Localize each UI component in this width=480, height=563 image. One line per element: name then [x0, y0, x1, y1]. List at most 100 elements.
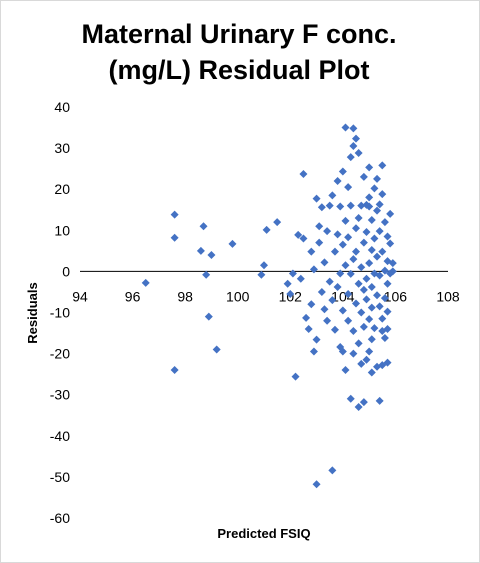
y-tick-label: -40 [50, 428, 70, 444]
data-point-marker [328, 466, 337, 475]
data-point-marker [141, 278, 150, 287]
data-point-marker [375, 396, 384, 405]
data-point-marker [170, 233, 179, 242]
data-point-marker [380, 218, 389, 227]
data-point-marker [344, 233, 353, 242]
data-point-marker [380, 294, 389, 303]
data-point-marker [380, 266, 389, 275]
data-point-marker [333, 283, 342, 292]
y-tick-label: 30 [54, 140, 70, 156]
data-point-marker [212, 345, 221, 354]
data-point-marker [367, 283, 376, 292]
data-point-marker [199, 222, 208, 231]
data-point-marker [320, 305, 329, 314]
data-point-marker [325, 201, 334, 210]
x-tick-label: 100 [226, 288, 250, 304]
data-points [141, 123, 397, 489]
data-point-marker [336, 269, 345, 278]
x-tick-label: 106 [384, 288, 408, 304]
data-point-marker [344, 290, 353, 299]
data-point-marker [380, 333, 389, 342]
data-point-marker [202, 270, 211, 279]
y-tick-label: -30 [50, 387, 70, 403]
data-point-marker [357, 263, 366, 272]
data-point-marker [378, 161, 387, 170]
data-point-marker [383, 307, 392, 316]
data-point-marker [383, 358, 392, 367]
data-point-marker [307, 300, 316, 309]
data-point-marker [346, 394, 355, 403]
data-point-marker [354, 213, 363, 222]
data-point-marker [317, 203, 326, 212]
data-point-marker [362, 227, 371, 236]
data-point-marker [378, 190, 387, 199]
data-point-marker [362, 274, 371, 283]
data-point-marker [354, 149, 363, 158]
data-point-marker [296, 274, 305, 283]
chart-title: Maternal Urinary F conc. (mg/L) Residual… [0, 16, 478, 88]
data-point-marker [365, 193, 374, 202]
data-point-marker [325, 277, 334, 286]
data-point-marker [228, 239, 237, 248]
data-point-marker [260, 261, 268, 270]
data-point-marker [323, 316, 332, 325]
data-point-marker [286, 290, 295, 299]
y-tick-labels: 40 30 20 10 0 -10 -20 -30 -40 -50 -60 [50, 99, 70, 526]
data-point-marker [388, 259, 397, 268]
y-tick-label: -60 [50, 510, 70, 526]
data-point-marker [352, 247, 360, 256]
y-tick-label: 10 [54, 222, 70, 238]
data-point-marker [333, 176, 342, 185]
data-point-marker [170, 366, 179, 375]
data-point-marker [315, 222, 324, 231]
data-point-marker [312, 194, 321, 203]
data-point-marker [354, 339, 363, 348]
data-point-marker [357, 308, 366, 317]
x-tick-labels: 949698100102104106108 [72, 288, 460, 304]
data-point-marker [367, 335, 376, 344]
data-point-marker [365, 347, 374, 356]
data-point-marker [299, 234, 308, 243]
data-point-marker [328, 296, 337, 305]
data-point-marker [359, 398, 368, 407]
data-point-marker [362, 295, 371, 304]
y-tick-label: 40 [54, 99, 70, 115]
y-tick-label: 0 [62, 263, 70, 279]
data-point-marker [349, 142, 358, 151]
data-point-marker [196, 246, 205, 255]
data-point-marker [341, 123, 350, 132]
y-tick-label: -50 [50, 469, 70, 485]
data-point-marker [378, 314, 387, 323]
x-tick-label: 94 [72, 288, 88, 304]
data-point-marker [378, 247, 387, 256]
data-point-marker [291, 372, 300, 381]
data-point-marker [365, 163, 374, 172]
data-point-marker [336, 202, 345, 211]
data-point-marker [375, 271, 384, 280]
data-point-marker [338, 306, 347, 315]
data-point-marker [338, 347, 347, 356]
x-tick-label: 98 [177, 288, 193, 304]
data-point-marker [283, 279, 292, 288]
data-point-marker [317, 287, 326, 296]
data-point-marker [320, 258, 329, 267]
data-point-marker [204, 312, 213, 321]
data-point-marker [365, 259, 374, 268]
y-tick-label: 20 [54, 181, 70, 197]
data-point-marker [304, 324, 313, 333]
data-point-marker [370, 324, 379, 333]
data-point-marker [330, 247, 339, 256]
data-point-marker [375, 302, 384, 311]
data-point-marker [352, 299, 360, 308]
data-point-marker [365, 202, 374, 211]
data-point-marker [373, 206, 382, 215]
data-point-marker [354, 279, 363, 288]
data-point-marker [373, 291, 382, 300]
data-point-marker [309, 347, 318, 356]
y-tick-label: -20 [50, 346, 70, 362]
data-point-marker [383, 279, 392, 288]
data-point-marker [370, 234, 379, 243]
data-point-marker [170, 210, 179, 219]
data-point-marker [357, 201, 366, 210]
